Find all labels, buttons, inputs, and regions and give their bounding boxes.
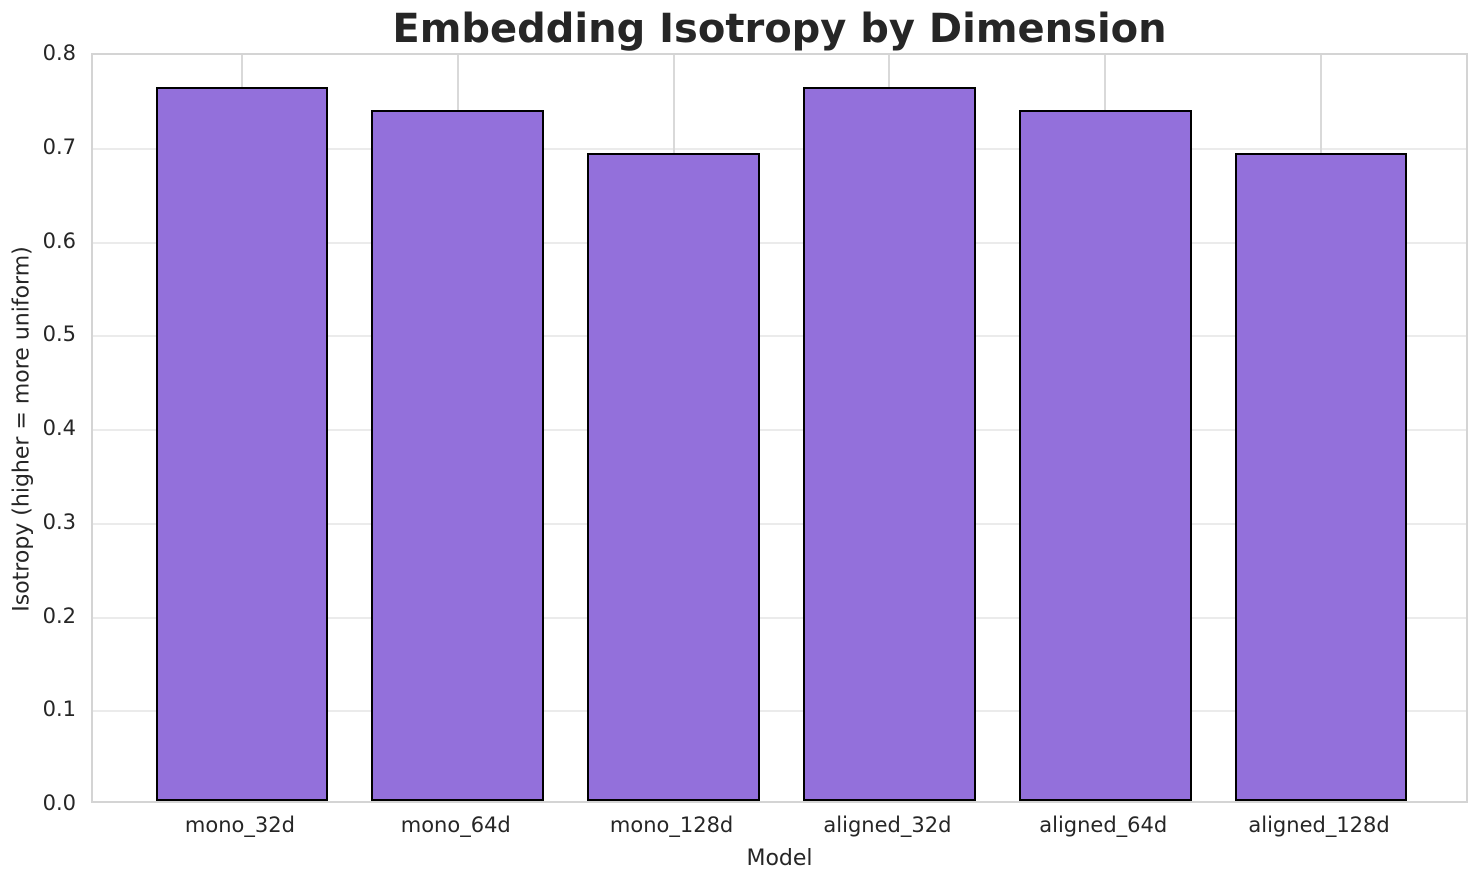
x-tick-label-aligned_32d: aligned_32d [823,813,952,837]
y-tick-label: 0.1 [42,697,76,722]
y-axis-label: Isotropy (higher = more uniform) [9,246,35,612]
y-tick-label: 0.4 [42,416,76,440]
horizontal-gridline [93,710,1466,713]
x-tick-label-mono_64d: mono_64d [400,813,511,837]
bar-aligned_32d [803,86,976,801]
y-tick-label: 0.8 [42,41,76,65]
horizontal-gridline [93,522,1466,525]
chart-title: Embedding Isotropy by Dimension [392,6,1167,52]
x-tick-label-mono_128d: mono_128d [609,813,734,837]
y-tick-label: 0.2 [42,603,76,628]
horizontal-gridline [93,429,1466,431]
bar-mono_32d [155,86,329,801]
horizontal-gridline [93,147,1466,150]
y-tick-label: 0.0 [42,791,76,815]
y-tick-label: 0.5 [42,322,76,347]
horizontal-gridline [93,335,1466,338]
y-tick-label: 0.7 [42,134,76,159]
bar-aligned_128d [1234,153,1408,801]
horizontal-gridline [93,241,1466,244]
x-axis-label: Model [746,846,813,871]
x-tick-label-aligned_64d: aligned_64d [1039,813,1168,837]
bar-aligned_64d [1018,110,1192,801]
bar-mono_128d [587,153,760,801]
y-tick-label: 0.6 [42,228,76,253]
y-tick-label: 0.3 [42,509,76,534]
x-tick-label-mono_32d: mono_32d [184,813,295,837]
horizontal-gridline [93,616,1466,619]
x-tick-label-aligned_128d: aligned_128d [1248,813,1390,837]
plot-area [91,53,1468,803]
bar-mono_64d [371,110,545,801]
